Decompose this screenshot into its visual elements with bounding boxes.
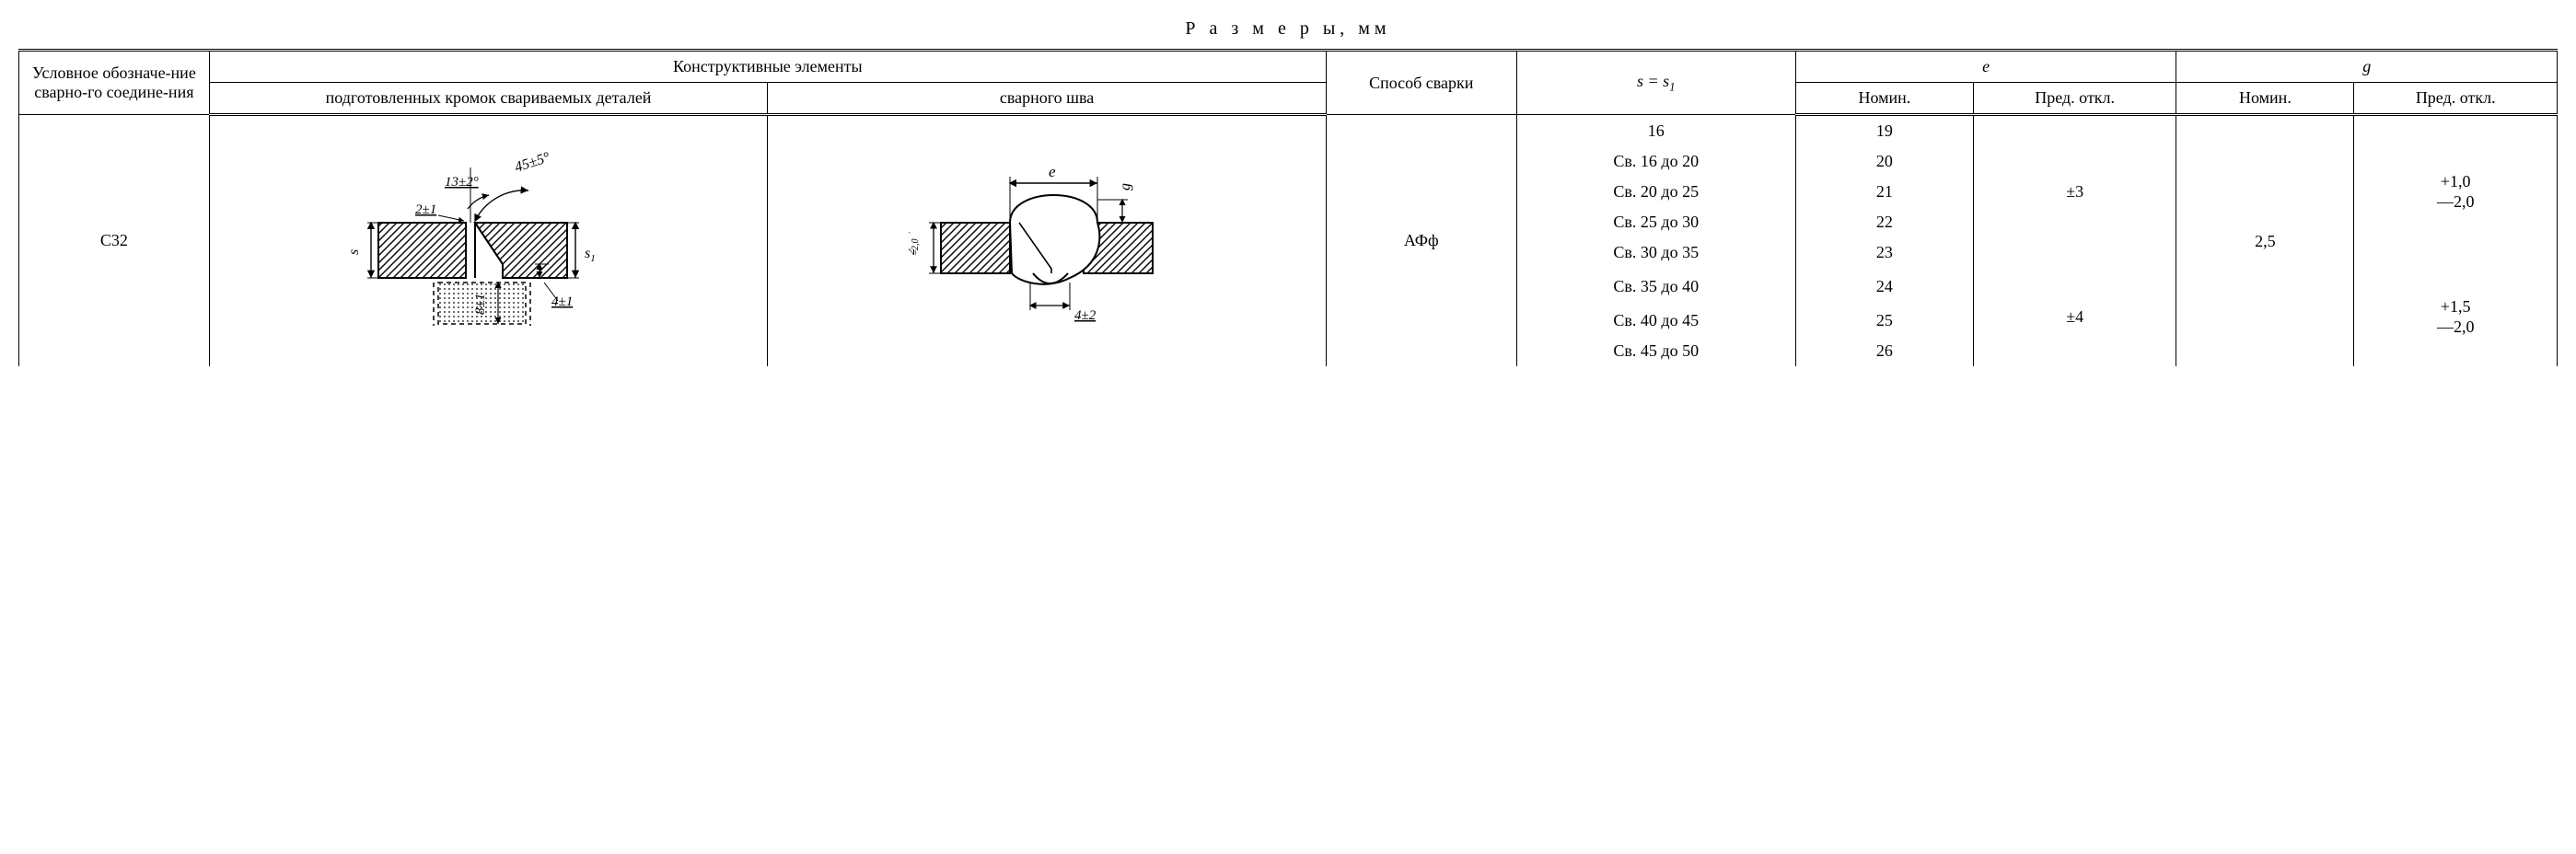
cell-gdev-a: +1,0 —2,0 <box>2354 115 2558 269</box>
cell-enom-7: 26 <box>1795 336 1973 366</box>
cell-method: АФф <box>1326 115 1516 367</box>
cell-gdev-b: +1,5 —2,0 <box>2354 268 2558 366</box>
gdev-a-bot: —2,0 <box>2361 192 2549 213</box>
hdr-designation: Условное обозначе-ние сварно-го соедине-… <box>19 51 210 115</box>
cell-enom-1: 20 <box>1795 146 1973 177</box>
hdr-g-group: g <box>2176 51 2558 83</box>
dim-angle45: 45±5° <box>513 149 552 175</box>
cell-s-2: Св. 20 до 25 <box>1516 177 1795 207</box>
dim-s1: s1 <box>585 246 596 264</box>
cell-enom-5: 24 <box>1795 268 1973 306</box>
cell-diagram-prep: 45±5° 13±2° 2±1 s s1 <box>209 115 768 367</box>
cell-s-6: Св. 40 до 45 <box>1516 306 1795 336</box>
cell-enom-2: 21 <box>1795 177 1973 207</box>
cell-enom-4: 23 <box>1795 237 1973 268</box>
cell-enom-3: 22 <box>1795 207 1973 237</box>
cell-enom-0: 19 <box>1795 115 1973 147</box>
gdev-a-top: +1,0 <box>2361 172 2549 192</box>
gdev-b-top: +1,5 <box>2361 297 2549 317</box>
cell-s-4: Св. 30 до 35 <box>1516 237 1795 268</box>
dim-e: e <box>1049 163 1056 180</box>
cell-designation: С32 <box>19 115 210 367</box>
cell-s-3: Св. 25 до 30 <box>1516 207 1795 237</box>
hdr-s-sub: 1 <box>1669 80 1675 93</box>
cell-enom-6: 25 <box>1795 306 1973 336</box>
dim-s: s <box>351 249 362 255</box>
cell-s-0: 16 <box>1516 115 1795 147</box>
weld-seam-diagram: e g 2 +1,5 –2,0 4±2 <box>909 135 1185 347</box>
dim-g: g <box>1118 183 1133 190</box>
cell-edev-b: ±4 <box>1973 268 2176 366</box>
prep-edges-diagram: 45±5° 13±2° 2±1 s s1 <box>351 121 627 361</box>
dim-2tol: 2 +1,5 –2,0 <box>909 224 921 256</box>
cell-gnom: 2,5 <box>2176 115 2354 367</box>
dim-angle13: 13±2° <box>445 175 479 190</box>
hdr-s: s = s1 <box>1516 51 1795 115</box>
hdr-prep-edges: подготовленных кромок свариваемых детале… <box>209 83 768 115</box>
hdr-e-group: e <box>1795 51 2176 83</box>
hdr-e-nom: Номин. <box>1795 83 1973 115</box>
cell-diagram-weld: e g 2 +1,5 –2,0 4±2 <box>768 115 1327 367</box>
dimensions-table: Условное обозначе-ние сварно-го соедине-… <box>18 49 2558 366</box>
dim-root: 4±2 <box>1074 308 1097 323</box>
table-title: Р а з м е р ы, мм <box>18 18 2558 40</box>
hdr-g-dev: Пред. откл. <box>2354 83 2558 115</box>
hdr-g-nom: Номин. <box>2176 83 2354 115</box>
hdr-construct-group: Конструктивные элементы <box>209 51 1326 83</box>
hdr-weld-seam: сварного шва <box>768 83 1327 115</box>
cell-s-7: Св. 45 до 50 <box>1516 336 1795 366</box>
dim-backing: 8±1 <box>473 294 488 315</box>
hdr-method: Способ сварки <box>1326 51 1516 115</box>
hdr-s-text: s = s <box>1637 72 1669 90</box>
cell-s-1: Св. 16 до 20 <box>1516 146 1795 177</box>
gdev-b-bot: —2,0 <box>2361 317 2549 338</box>
cell-edev-a: ±3 <box>1973 115 2176 269</box>
hdr-e-dev: Пред. откл. <box>1973 83 2176 115</box>
dim-gap: 2±1 <box>415 202 436 217</box>
cell-s-5: Св. 35 до 40 <box>1516 268 1795 306</box>
